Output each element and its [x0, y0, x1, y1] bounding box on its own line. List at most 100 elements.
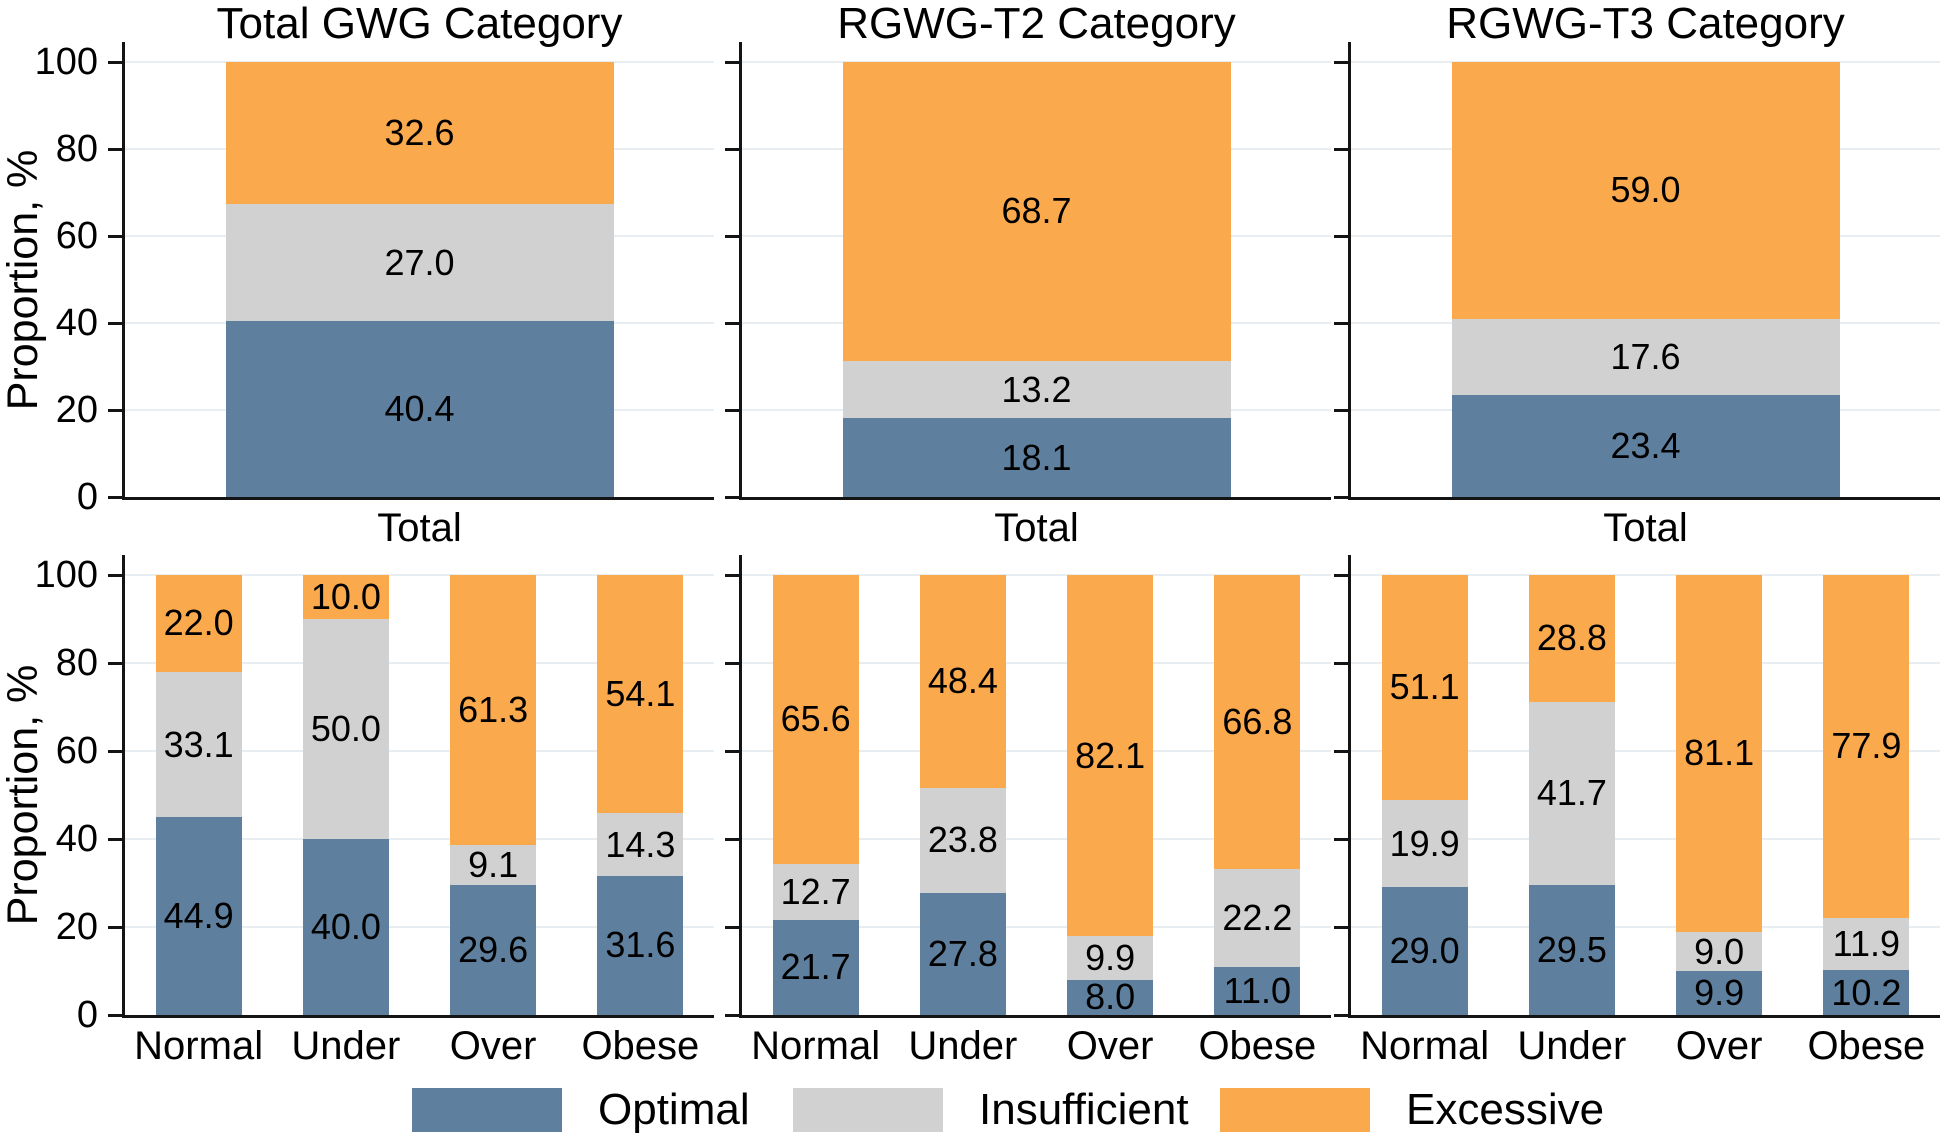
gridline: [125, 926, 714, 928]
bar-segment-optimal: [302, 839, 389, 1015]
bar-segment-insufficient: [1823, 917, 1910, 971]
y-tick-mark: [725, 61, 739, 64]
bar-value-label: 9.9: [1085, 937, 1136, 979]
gridline: [125, 574, 714, 576]
category-label: Obese: [1807, 1024, 1926, 1068]
bar-segment-excessive: [155, 575, 242, 672]
category-label: Under: [291, 1024, 401, 1068]
y-tick-mark: [108, 61, 122, 64]
bar-segment-excessive: [597, 575, 684, 814]
bar-value-label: 50.0: [310, 708, 381, 749]
bar-segment-insufficient: [225, 203, 614, 322]
gridline: [1351, 838, 1940, 840]
y-tick-mark: [1334, 1014, 1348, 1017]
bar-value-label: 10.2: [1831, 971, 1902, 1013]
bar-value-label: 82.1: [1075, 734, 1146, 776]
bar-segment-optimal: [1528, 885, 1615, 1015]
bar-segment-insufficient: [597, 813, 684, 876]
bar-segment-insufficient: [772, 863, 859, 920]
bar-value-label: 11.0: [1223, 969, 1292, 1011]
bar-value-label: 68.7: [1001, 190, 1072, 232]
category-label: Normal: [134, 1024, 264, 1068]
bar-value-label: 51.1: [1389, 666, 1460, 708]
legend-item-optimal: Optimal: [412, 1086, 750, 1134]
y-tick-mark: [1334, 926, 1348, 929]
bar-value-label: 14.3: [605, 823, 676, 865]
y-tick-mark: [725, 148, 739, 151]
bar-value-label: 23.8: [927, 819, 998, 861]
x-axis: [739, 1015, 1331, 1018]
bar-segment-excessive: [1067, 575, 1154, 937]
x-axis: [739, 497, 1331, 500]
category-label: Over: [1066, 1024, 1154, 1068]
y-tick-label: 100: [34, 554, 98, 596]
y-tick-mark: [1334, 235, 1348, 238]
y-tick-mark: [1334, 662, 1348, 665]
y-tick-mark: [725, 235, 739, 238]
bar-value-label: 19.9: [1389, 822, 1460, 864]
bar-segment-excessive: [919, 575, 1006, 788]
bar-segment-optimal: [842, 418, 1231, 497]
bar-value-label: 61.3: [458, 688, 529, 730]
bar-value-label: 18.1: [1001, 436, 1072, 478]
y-tick-label: 60: [55, 215, 98, 257]
gridline: [742, 574, 1331, 576]
bar-segment-insufficient: [302, 619, 389, 839]
panel-title-total-gwg: Total GWG Category: [216, 0, 623, 48]
bar-value-label: 33.1: [163, 723, 234, 765]
bar-value-label: 31.6: [605, 924, 676, 966]
y-tick-mark: [1334, 496, 1348, 499]
y-tick-label: 60: [55, 730, 98, 772]
y-tick-mark: [108, 750, 122, 753]
bar-value-label: 29.6: [458, 928, 529, 970]
bar-value-label: 23.4: [1610, 425, 1681, 467]
category-label: Obese: [581, 1024, 700, 1068]
category-label: Obese: [1198, 1024, 1317, 1068]
bar-value-label: 29.5: [1536, 929, 1607, 971]
y-tick-mark: [108, 574, 122, 577]
bar-segment-insufficient: [1528, 701, 1615, 886]
legend-label-excessive: Excessive: [1406, 1085, 1605, 1134]
bar-value-label: 29.0: [1389, 930, 1460, 972]
bar-value-label: 22.0: [163, 602, 234, 644]
bar-value-label: 21.7: [780, 946, 851, 988]
y-tick-label: 20: [55, 389, 98, 431]
gridline: [1351, 574, 1940, 576]
gridline: [1351, 750, 1940, 752]
category-label: Total: [994, 506, 1079, 550]
category-label: Total: [377, 506, 462, 550]
y-tick-mark: [108, 838, 122, 841]
y-tick-mark: [1334, 574, 1348, 577]
bar-segment-optimal: [597, 875, 684, 1015]
y-tick-mark: [108, 926, 122, 929]
bar-segment-excessive: [1676, 575, 1763, 932]
bar-segment-optimal: [225, 321, 614, 497]
y-tick-label: 100: [34, 41, 98, 83]
gridline: [742, 662, 1331, 664]
x-axis: [1348, 1015, 1940, 1018]
bar-value-label: 27.8: [927, 932, 998, 974]
legend-label-optimal: Optimal: [598, 1085, 750, 1134]
x-axis: [1348, 497, 1940, 500]
bar-value-label: 41.7: [1536, 772, 1607, 814]
y-tick-mark: [108, 322, 122, 325]
y-tick-mark: [1334, 148, 1348, 151]
legend-item-excessive: Excessive: [1220, 1086, 1604, 1134]
y-tick-mark: [725, 926, 739, 929]
y-tick-mark: [725, 322, 739, 325]
panel-title-rgwg-t2: RGWG-T2 Category: [837, 0, 1236, 48]
y-tick-mark: [725, 496, 739, 499]
bar-value-label: 13.2: [1001, 368, 1072, 410]
bar-value-label: 44.9: [163, 895, 234, 937]
bar-segment-insufficient: [842, 360, 1231, 419]
gridline: [125, 750, 714, 752]
bar-value-label: 40.0: [310, 906, 381, 947]
category-label: Under: [908, 1024, 1018, 1068]
gridline: [1351, 926, 1940, 928]
legend-item-insufficient: Insufficient: [793, 1086, 1189, 1134]
bar-value-label: 66.8: [1222, 700, 1293, 742]
y-tick-label: 40: [55, 302, 98, 344]
bar-segment-optimal: [1823, 970, 1910, 1015]
bar-segment-insufficient: [1214, 868, 1301, 967]
bar-value-label: 9.1: [468, 843, 519, 885]
